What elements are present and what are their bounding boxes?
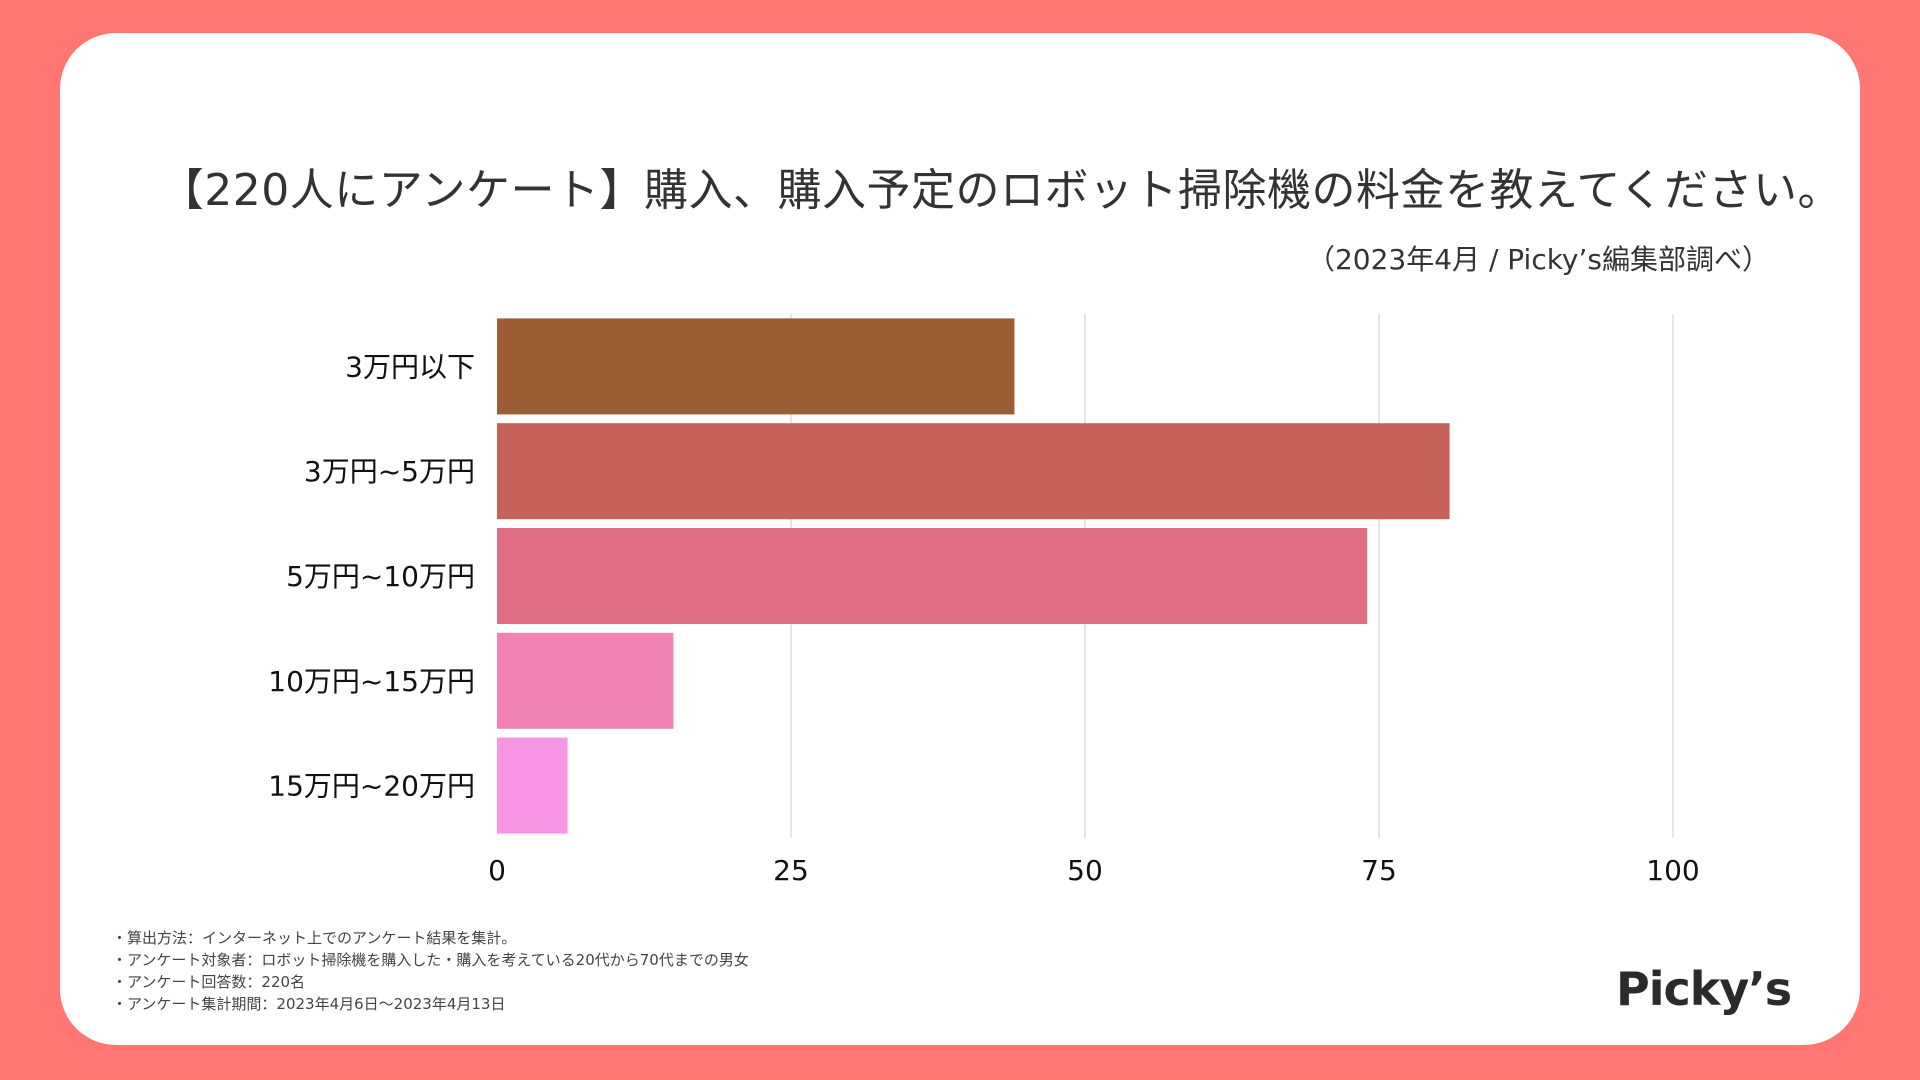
bar-1: [497, 318, 1015, 415]
chart-subtitle: （2023年4月 / Picky’s編集部調べ）: [1306, 243, 1770, 276]
bar-5: [497, 737, 568, 834]
picky-logo: Picky’s: [1616, 962, 1792, 1016]
bar-3: [497, 528, 1368, 624]
bar-4: [497, 632, 674, 729]
footnote-target: ・アンケート対象者：ロボット掃除機を購入した・購入を考えている20代から70代ま…: [112, 951, 749, 969]
tick-label-50: 50: [1067, 854, 1103, 887]
chart-title: 【220人にアンケート】購入、購入予定のロボット掃除機の料金を教えてください。: [159, 165, 1842, 216]
tick-label-0: 0: [488, 854, 506, 887]
footnote-period: ・アンケート集計期間：2023年4月6日〜2023年4月13日: [112, 995, 506, 1013]
tick-label-100: 100: [1646, 854, 1699, 887]
category-label-5: 15万円~20万円: [268, 770, 475, 803]
category-label-1: 3万円以下: [345, 350, 475, 383]
bar-2: [497, 423, 1450, 520]
footnote-method: ・算出方法：インターネット上でのアンケート結果を集計。: [112, 929, 517, 947]
tick-label-25: 25: [773, 854, 809, 887]
category-label-3: 5万円~10万円: [286, 560, 475, 593]
category-label-4: 10万円~15万円: [268, 665, 475, 698]
footnote-count: ・アンケート回答数：220名: [112, 973, 306, 991]
tick-label-75: 75: [1361, 854, 1397, 887]
category-label-2: 3万円~5万円: [304, 455, 475, 488]
footnotes: ・算出方法：インターネット上でのアンケート結果を集計。 ・アンケート対象者：ロボ…: [112, 927, 749, 1015]
